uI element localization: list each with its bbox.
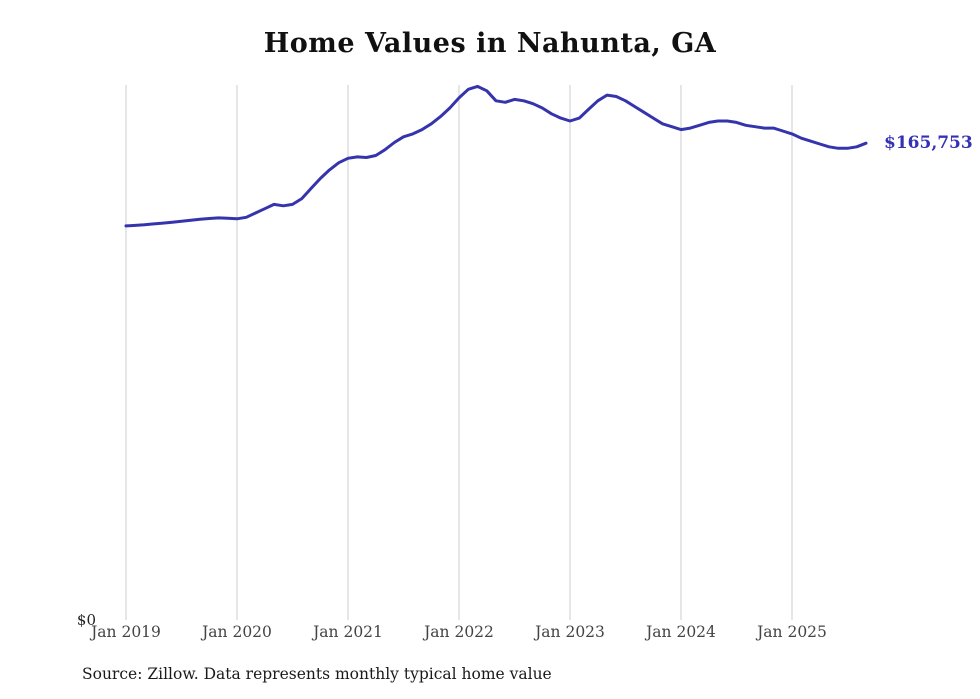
source-note: Source: Zillow. Data represents monthly … [82, 665, 552, 683]
x-tick-label: Jan 2021 [311, 623, 383, 641]
x-tick-label: Jan 2025 [755, 623, 827, 641]
chart-title: Home Values in Nahunta, GA [263, 28, 717, 59]
y-zero-label: $0 [77, 611, 96, 629]
x-tick-label: Jan 2022 [422, 623, 494, 641]
x-tick-label: Jan 2020 [200, 623, 272, 641]
end-value-label: $165,753 [884, 133, 973, 154]
x-tick-label: Jan 2024 [644, 623, 716, 641]
home-value-line [124, 84, 868, 228]
x-tick-label: Jan 2023 [533, 623, 605, 641]
x-tick-label: Jan 2019 [89, 623, 161, 641]
